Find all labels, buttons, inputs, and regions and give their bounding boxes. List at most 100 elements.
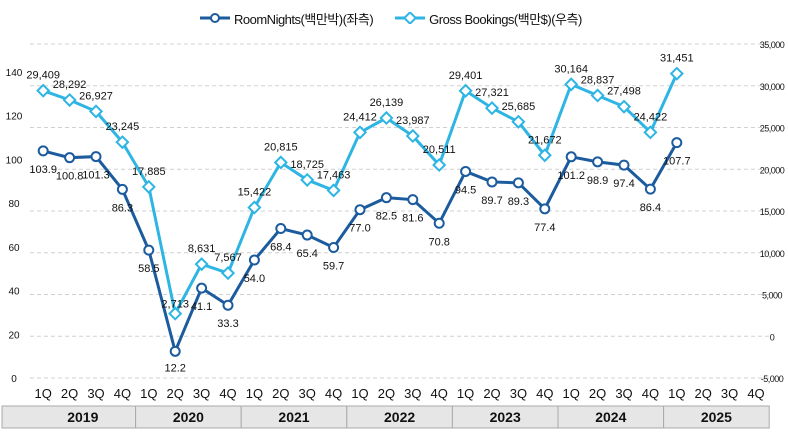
gross-bookings-point xyxy=(616,99,632,114)
gross-bookings-point xyxy=(273,155,288,170)
room-nights-data-label: 89.7 xyxy=(481,195,502,207)
gross-bookings-point xyxy=(458,83,473,98)
x-axis-quarter-label: 2Q xyxy=(695,386,712,401)
room-nights-data-label: 107.7 xyxy=(663,156,691,168)
gross-bookings-point xyxy=(352,125,368,140)
gross-bookings-data-label: 26,927 xyxy=(79,90,113,102)
gross-bookings-data-label: 27,321 xyxy=(475,87,509,99)
right-axis-tick-label: 15,000 xyxy=(760,207,785,217)
room-nights-data-label: 98.9 xyxy=(587,175,608,187)
room-nights-point xyxy=(64,152,76,164)
gross-bookings-data-label: 15,422 xyxy=(238,186,272,198)
right-axis-tick-label: 10,000 xyxy=(760,249,785,259)
room-nights-data-label: 70.8 xyxy=(428,236,449,248)
room-nights-data-label: 12.2 xyxy=(164,362,185,374)
gross-bookings-point xyxy=(247,200,262,215)
x-axis-quarter-label: 3Q xyxy=(193,386,210,401)
right-axis-tick-label: 35,000 xyxy=(760,40,785,50)
gross-bookings-data-label: 27,498 xyxy=(607,86,641,98)
room-nights-data-label: 77.0 xyxy=(349,223,370,235)
room-nights-point xyxy=(407,194,419,206)
gross-bookings-data-label: 28,837 xyxy=(581,74,615,86)
room-nights-point xyxy=(618,159,630,171)
gross-bookings-data-label: 28,292 xyxy=(53,79,87,91)
x-axis-quarter-label: 1Q xyxy=(563,386,580,401)
gross-bookings-data-label: 31,451 xyxy=(660,53,694,65)
legend-item-room-nights: RoomNights(백만박)(좌측) xyxy=(200,9,374,28)
chart-legend: RoomNights(백만박)(좌측) Gross Bookings(백만$)(… xyxy=(200,8,604,28)
gross-bookings-data-label: 23,245 xyxy=(106,121,140,133)
x-axis-quarter-label: 1Q xyxy=(246,386,263,401)
right-axis-tick-label: 30,000 xyxy=(760,82,785,92)
room-nights-point xyxy=(116,183,128,195)
room-nights-point xyxy=(380,192,392,204)
gross-bookings-point xyxy=(537,148,552,163)
x-axis-quarter-label: 2Q xyxy=(378,386,395,401)
room-nights-point xyxy=(433,217,445,229)
x-axis-year-label: 2024 xyxy=(595,409,626,425)
x-axis-quarter-label: 1Q xyxy=(351,386,368,401)
x-axis-quarter-label: 2Q xyxy=(589,386,606,401)
room-nights-data-label: 54.0 xyxy=(244,273,265,285)
x-axis-year-label: 2025 xyxy=(701,409,732,425)
room-nights-point xyxy=(90,151,102,163)
gross-bookings-point xyxy=(643,125,658,140)
right-axis-tick-label: 20,000 xyxy=(760,165,785,175)
x-axis-year-label: 2019 xyxy=(67,409,98,425)
room-nights-point xyxy=(512,177,524,189)
room-nights-point xyxy=(539,203,551,215)
room-nights-point xyxy=(275,222,287,234)
x-axis-quarter-label: 2Q xyxy=(272,386,289,401)
x-axis-quarter-label: 3Q xyxy=(510,386,527,401)
room-nights-data-label: 33.3 xyxy=(217,318,238,330)
x-axis-quarter-label: 3Q xyxy=(721,386,738,401)
x-axis-quarter-label: 3Q xyxy=(87,386,104,401)
gross-bookings-point xyxy=(564,77,579,92)
gross-bookings-point xyxy=(115,135,130,150)
left-axis-tick-label: 120 xyxy=(6,112,23,123)
room-nights-point xyxy=(196,282,208,294)
gross-bookings-data-label: 7,567 xyxy=(214,252,242,264)
room-nights-point xyxy=(169,345,181,357)
gross-bookings-point xyxy=(405,128,420,144)
x-axis-quarter-label: 4Q xyxy=(642,386,659,401)
x-axis-quarter-label: 1Q xyxy=(457,386,474,401)
room-nights-point xyxy=(486,176,498,188)
x-axis-quarter-label: 3Q xyxy=(299,386,316,401)
gross-bookings-data-label: 23,987 xyxy=(396,115,430,127)
room-nights-data-label: 82.5 xyxy=(376,211,397,223)
gross-bookings-data-label: 30,164 xyxy=(554,63,588,75)
legend-swatch-room-nights xyxy=(200,13,230,23)
room-nights-point xyxy=(37,145,49,157)
x-axis-year-label: 2021 xyxy=(278,409,309,425)
room-nights-data-label: 100.8 xyxy=(56,171,84,183)
gross-bookings-point xyxy=(168,306,183,321)
room-nights-data-label: 58.5 xyxy=(138,263,159,275)
left-axis-tick-label: 0 xyxy=(11,374,17,385)
left-axis-tick-label: 60 xyxy=(8,243,20,254)
left-axis-tick-label: 140 xyxy=(6,68,23,79)
x-axis-quarter-label: 3Q xyxy=(615,386,632,401)
x-axis-quarter-label: 4Q xyxy=(114,386,131,401)
legend-item-gross-bookings: Gross Bookings(백만$)(우측) xyxy=(395,9,582,28)
room-nights-point xyxy=(248,254,260,266)
gross-bookings-data-label: 8,631 xyxy=(188,243,216,255)
x-axis-quarter-label: 4Q xyxy=(747,386,764,401)
gross-bookings-point xyxy=(432,157,447,173)
left-axis-tick-label: 80 xyxy=(8,199,20,210)
room-nights-data-label: 101.3 xyxy=(82,170,110,182)
gross-bookings-point xyxy=(194,257,209,272)
x-axis-quarter-label: 3Q xyxy=(404,386,421,401)
left-axis-tick-label: 20 xyxy=(8,330,20,341)
room-nights-data-label: 81.6 xyxy=(402,213,423,225)
x-axis-quarter-label: 1Q xyxy=(35,386,52,401)
x-axis-quarter-label: 2Q xyxy=(483,386,500,401)
right-axis-tick-label: 0 xyxy=(770,332,775,342)
gross-bookings-point xyxy=(62,92,77,108)
gross-bookings-point xyxy=(669,66,684,81)
gross-bookings-data-label: 2,713 xyxy=(161,299,189,311)
left-axis-tick-label: 100 xyxy=(6,155,23,166)
x-axis-quarter-label: 4Q xyxy=(325,386,342,401)
x-axis-quarter-label: 4Q xyxy=(219,386,236,401)
